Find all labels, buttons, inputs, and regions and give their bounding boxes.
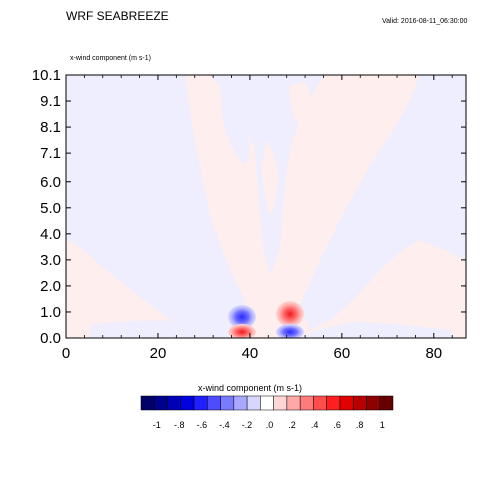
- plot-title: WRF SEABREEZE: [66, 9, 169, 23]
- x-tick-label: 80: [425, 345, 442, 362]
- colorbar-swatch: [273, 395, 288, 411]
- x-tick-label: 60: [334, 345, 351, 362]
- colorbar-swatch: [379, 395, 394, 411]
- colorbar-swatch: [180, 395, 195, 411]
- negative-region: [66, 75, 245, 335]
- colorbar-label: -1: [153, 420, 161, 430]
- y-tick-label: 2.0: [40, 278, 61, 295]
- colorbar-label: 1: [380, 420, 385, 430]
- y-tick-label: 4.0: [40, 226, 61, 243]
- colorbar-swatch: [260, 395, 274, 411]
- colorbar-swatch: [352, 395, 367, 411]
- colorbar-label: -.4: [219, 420, 230, 430]
- colorbar-label: .8: [356, 420, 364, 430]
- x-tick-label: 20: [150, 345, 167, 362]
- y-tick-label: 7.1: [40, 145, 61, 162]
- y-tick-label: 1.0: [40, 304, 61, 321]
- colorbar-label: .0: [266, 420, 274, 430]
- y-axis: 0.0 1.0 2.0 3.0 4.0 5.0 6.0 7.1 8.1 9.1 10.1: [32, 67, 466, 347]
- negative-core: [276, 324, 304, 338]
- y-tick-label: 6.0: [40, 174, 61, 191]
- colorbar-swatch: [313, 395, 327, 411]
- negative-region: [300, 322, 455, 338]
- colorbar-swatch: [220, 395, 235, 411]
- colorbar-swatch: [286, 395, 301, 411]
- y-tick-label: 3.0: [40, 252, 61, 269]
- negative-region: [90, 320, 250, 338]
- colorbar-swatch: [233, 395, 248, 411]
- field-label: x-wind component (m s-1): [70, 55, 151, 62]
- colorbar-swatch: [299, 395, 314, 411]
- colorbar-label: -.8: [174, 420, 185, 430]
- negative-core: [228, 305, 256, 329]
- colorbar-label: .6: [333, 420, 341, 430]
- field-contours: [66, 75, 466, 338]
- y-tick-label: 5.0: [40, 200, 61, 217]
- colorbar-swatch: [193, 395, 208, 411]
- positive-core: [276, 301, 304, 327]
- colorbar-label: -.6: [197, 420, 208, 430]
- colorbar-label: -.2: [242, 420, 253, 430]
- colorbar: -1 -.8 -.6 -.4 -.2 .0 .2 .4 .6 .8 1: [140, 395, 394, 430]
- y-tick-label: 0.0: [40, 330, 61, 347]
- y-tick-label: 10.1: [32, 67, 61, 84]
- negative-region: [220, 83, 250, 164]
- y-tick-label: 8.1: [40, 119, 61, 136]
- x-tick-label: 40: [242, 345, 259, 362]
- positive-region: [289, 82, 312, 125]
- colorbar-swatch: [167, 395, 182, 411]
- colorbar-swatch: [366, 395, 380, 411]
- colorbar-label: .2: [288, 420, 296, 430]
- positive-region: [262, 140, 278, 215]
- colorbar-swatch: [207, 395, 221, 411]
- colorbar-swatch: [154, 395, 168, 411]
- colorbar-swatch: [339, 395, 354, 411]
- colorbar-label: .4: [311, 420, 319, 430]
- plot-frame: [65, 74, 467, 339]
- positive-core: [228, 324, 256, 338]
- colorbar-swatch: [246, 395, 261, 411]
- colorbar-swatch: [140, 395, 155, 411]
- valid-time: Valid: 2016-08-11_06:30:00: [382, 18, 468, 25]
- colorbar-title: x-wind component (m s-1): [197, 383, 303, 393]
- x-tick-label: 0: [62, 345, 70, 362]
- negative-region: [300, 75, 466, 330]
- y-tick-label: 9.1: [40, 93, 61, 110]
- x-axis: 0 20 40 60 80: [62, 75, 453, 362]
- colorbar-swatch: [326, 395, 341, 411]
